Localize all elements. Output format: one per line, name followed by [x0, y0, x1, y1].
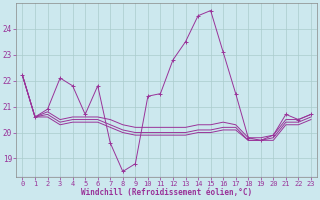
X-axis label: Windchill (Refroidissement éolien,°C): Windchill (Refroidissement éolien,°C)	[81, 188, 252, 197]
